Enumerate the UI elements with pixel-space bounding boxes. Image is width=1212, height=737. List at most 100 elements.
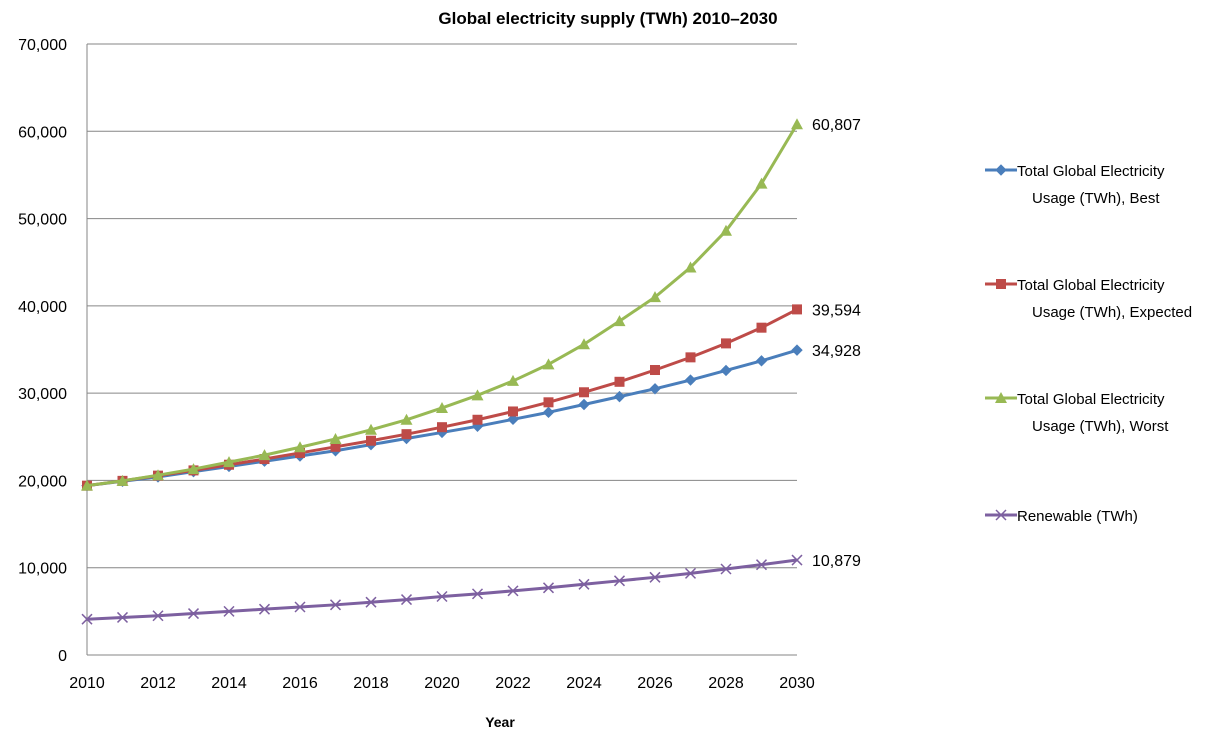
x-tick-label: 2024 bbox=[566, 675, 602, 692]
data-point bbox=[542, 406, 555, 419]
y-axis-ticks: 0 10,000 20,000 30,000 40,000 50,000 60,000 70,… bbox=[18, 37, 67, 665]
y-tick-label: 30,000 bbox=[18, 386, 67, 403]
legend-marker bbox=[995, 164, 1007, 176]
data-point bbox=[507, 413, 519, 426]
chart-title: Global electricity supply (TWh) 2010–203… bbox=[438, 9, 777, 28]
data-point bbox=[720, 563, 732, 575]
data-point bbox=[294, 601, 306, 613]
data-point bbox=[223, 605, 235, 617]
data-point bbox=[507, 585, 519, 597]
data-point bbox=[578, 578, 590, 590]
data-point bbox=[400, 594, 413, 606]
data-point bbox=[613, 575, 626, 587]
data-point bbox=[543, 397, 554, 408]
series-line bbox=[86, 558, 798, 621]
x-tick-label: 2012 bbox=[140, 675, 176, 692]
legend-item: Renewable (TWh) bbox=[985, 508, 1138, 525]
y-tick-label: 50,000 bbox=[18, 212, 67, 229]
legend-label: Total Global Electricity bbox=[1017, 163, 1165, 180]
x-tick-label: 2026 bbox=[637, 675, 673, 692]
data-point bbox=[542, 582, 555, 594]
x-tick-label: 2014 bbox=[211, 675, 247, 692]
data-point bbox=[720, 364, 732, 377]
series-3: 60,807 bbox=[81, 117, 861, 491]
data-point bbox=[507, 374, 519, 386]
data-point bbox=[152, 610, 164, 622]
data-point bbox=[578, 338, 590, 350]
legend-label: Total Global Electricity bbox=[1017, 391, 1165, 408]
data-point bbox=[365, 596, 377, 608]
data-point bbox=[508, 406, 518, 417]
data-point bbox=[755, 355, 768, 367]
data-point bbox=[436, 401, 448, 413]
data-point bbox=[294, 441, 306, 453]
x-tick-label: 2016 bbox=[282, 675, 318, 692]
data-point bbox=[258, 449, 271, 461]
data-point bbox=[649, 291, 661, 303]
data-point bbox=[366, 435, 376, 446]
series-group: 34,928 39,594 60,807 10,879 bbox=[81, 117, 861, 625]
data-point bbox=[649, 383, 661, 395]
data-point bbox=[81, 479, 93, 491]
data-point bbox=[720, 224, 732, 236]
end-value-label: 34,928 bbox=[812, 343, 861, 360]
x-tick-label: 2020 bbox=[424, 675, 460, 692]
y-tick-label: 70,000 bbox=[18, 37, 67, 54]
data-point bbox=[471, 588, 484, 600]
data-point bbox=[401, 429, 412, 440]
data-point bbox=[329, 599, 342, 611]
data-point bbox=[436, 590, 448, 603]
data-point bbox=[258, 603, 271, 615]
data-point bbox=[329, 432, 342, 444]
data-point bbox=[365, 423, 377, 435]
legend-label: Renewable (TWh) bbox=[1017, 508, 1138, 525]
legend-label: Usage (TWh), Best bbox=[1032, 190, 1160, 207]
data-point bbox=[684, 374, 697, 386]
legend-item: Total Global Electricity Usage (TWh), Bes… bbox=[985, 163, 1165, 207]
data-point bbox=[649, 571, 661, 583]
data-point bbox=[187, 608, 200, 620]
legend-item: Total Global Electricity Usage (TWh), Exp… bbox=[985, 277, 1192, 321]
series-4: 10,879 bbox=[81, 553, 861, 625]
legend-marker bbox=[996, 279, 1006, 289]
x-axis-ticks: 2010 2012 2014 2016 2018 2020 2022 2024 2026 2028… bbox=[69, 675, 815, 692]
legend-item: Total Global Electricity Usage (TWh), Wor… bbox=[985, 391, 1169, 435]
series-line bbox=[86, 308, 798, 488]
x-tick-label: 2022 bbox=[495, 675, 531, 692]
data-point bbox=[579, 387, 589, 398]
y-tick-label: 20,000 bbox=[18, 473, 67, 490]
data-point bbox=[756, 322, 767, 333]
data-point bbox=[295, 447, 305, 458]
y-tick-label: 60,000 bbox=[18, 124, 67, 141]
x-axis-title: Year bbox=[485, 714, 515, 730]
data-point bbox=[755, 559, 768, 571]
data-point bbox=[791, 344, 803, 356]
data-point bbox=[187, 463, 200, 475]
data-point bbox=[400, 413, 413, 425]
legend: Total Global Electricity Usage (TWh), Bes… bbox=[985, 163, 1192, 525]
x-tick-label: 2030 bbox=[779, 675, 815, 692]
legend-label: Usage (TWh), Worst bbox=[1032, 418, 1169, 435]
data-point bbox=[330, 441, 341, 452]
data-point bbox=[152, 469, 164, 481]
data-point bbox=[755, 177, 768, 189]
y-tick-label: 10,000 bbox=[18, 561, 67, 578]
legend-label: Usage (TWh), Expected bbox=[1032, 304, 1192, 321]
legend-label: Total Global Electricity bbox=[1017, 277, 1165, 294]
data-point bbox=[223, 456, 235, 468]
legend-marker bbox=[995, 509, 1007, 521]
end-value-label: 39,594 bbox=[812, 302, 861, 319]
data-point bbox=[578, 398, 590, 411]
data-point bbox=[721, 338, 731, 349]
x-tick-label: 2018 bbox=[353, 675, 389, 692]
data-point bbox=[471, 389, 484, 401]
data-point bbox=[116, 611, 129, 623]
gridlines bbox=[87, 43, 797, 569]
x-tick-label: 2010 bbox=[69, 675, 105, 692]
legend-marker bbox=[995, 392, 1007, 403]
data-point bbox=[81, 613, 93, 625]
data-point bbox=[116, 474, 129, 486]
data-point bbox=[650, 365, 660, 376]
data-point bbox=[791, 118, 803, 130]
